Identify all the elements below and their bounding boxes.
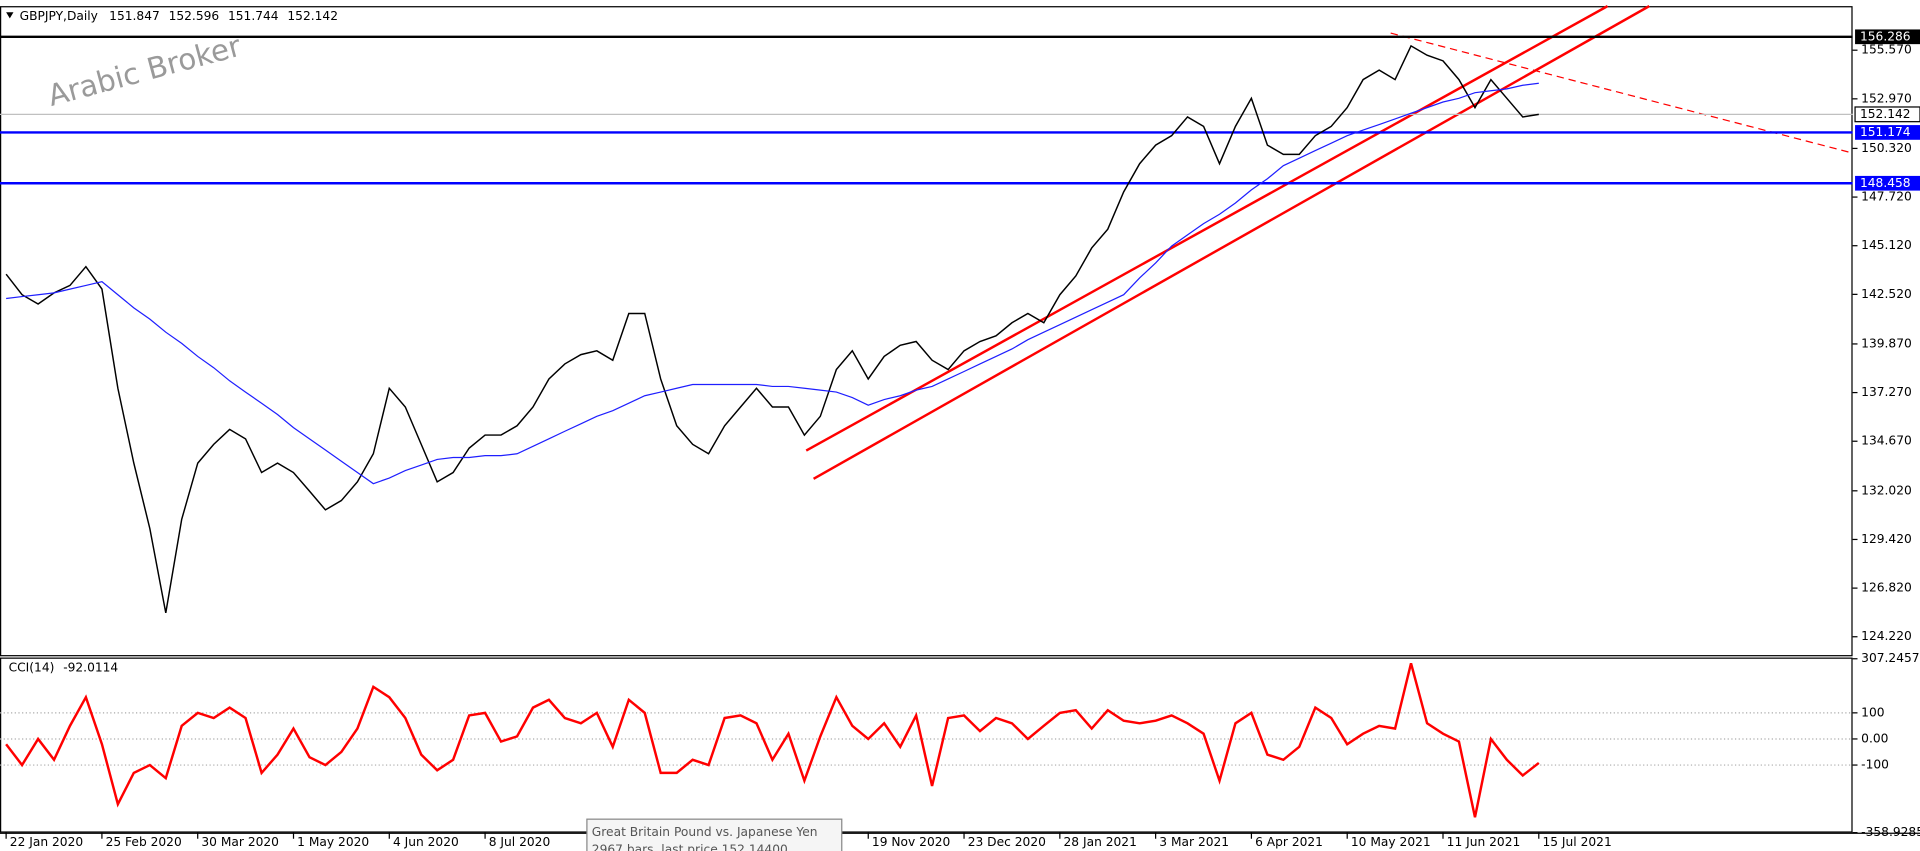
y-tick-label: 124.220 [1861,629,1912,643]
x-tick-label: 15 Jul 2021 [1542,835,1611,849]
menu-arrow[interactable] [6,12,14,19]
x-tick-label: 6 Apr 2021 [1255,835,1323,849]
x-tick-label: 8 Jul 2020 [489,835,550,849]
trend-line[interactable] [805,5,1609,452]
y-tick-label: 129.420 [1861,532,1912,546]
tooltip-line: 2967 bars, last price 152.14400 [592,842,788,851]
y-tick-label: -100 [1861,758,1889,772]
y-tick-label: 307.2457 [1861,651,1919,665]
moving-average [6,82,1539,485]
x-tick-label: 22 Jan 2020 [10,835,83,849]
y-tick-label: 0.00 [1861,731,1888,745]
y-tick-label: 137.270 [1861,385,1912,399]
low-price: 151.744 [228,8,279,22]
x-tick-label: 25 Feb 2020 [106,835,182,849]
trend-line[interactable] [812,5,1650,480]
tooltip-line: Great Britain Pound vs. Japanese Yen [592,825,818,839]
x-tick-label: 11 Jun 2021 [1447,835,1521,849]
y-tick-label: 155.570 [1861,43,1912,57]
x-tick-label: 1 May 2020 [297,835,369,849]
x-tick-label: 3 Mar 2021 [1159,835,1229,849]
level-label: 156.286 [1860,29,1911,43]
cci-line [5,662,1540,818]
y-tick-label: 100 [1861,705,1884,719]
x-tick-label: 23 Dec 2020 [968,835,1046,849]
indicator-value: -92.0114 [63,660,118,674]
level-label: 148.458 [1860,176,1911,190]
last-price-box [1854,106,1920,123]
x-tick-label: 28 Jan 2021 [1064,835,1137,849]
level-label-box [1855,125,1920,140]
x-tick-label: 4 Jun 2020 [393,835,459,849]
y-tick-label: 134.670 [1861,434,1912,448]
y-tick-label: 152.970 [1861,91,1912,105]
y-tick-label: 150.320 [1861,141,1912,155]
high-price: 152.596 [169,8,220,22]
chart-header: GBPJPY,Daily 151.847 152.596 151.744 152… [20,8,338,22]
y-tick-label: 126.820 [1861,581,1912,595]
close-price: 152.142 [287,8,338,22]
indicator-header: CCI(14) -92.0114 [9,660,119,674]
x-tick-label: 19 Nov 2020 [872,835,950,849]
symbol: GBPJPY,Daily [20,8,98,22]
y-tick-label: 132.020 [1861,483,1912,497]
y-tick-label: 145.120 [1861,238,1912,252]
x-tick-label: 10 May 2021 [1351,835,1431,849]
y-tick-label: 139.870 [1861,336,1912,350]
y-tick-label: 142.520 [1861,287,1912,301]
indicator-name: CCI(14) [9,660,55,674]
price-line [5,44,1539,613]
y-tick-label: 147.720 [1861,190,1912,204]
level-label: 151.174 [1860,125,1911,139]
price-panel-border [0,6,1853,657]
level-label-box [1855,29,1920,45]
level-label-box [1855,175,1920,191]
tooltip-box [586,818,843,851]
open-price: 151.847 [109,8,160,22]
last-price-label: 152.142 [1860,107,1911,121]
x-tick-label: 30 Mar 2020 [201,835,279,849]
cci-panel-border [0,657,1853,833]
y-tick-label: -358.9285 [1861,825,1920,839]
tooltip: Great Britain Pound vs. Japanese Yen 296… [586,818,843,851]
